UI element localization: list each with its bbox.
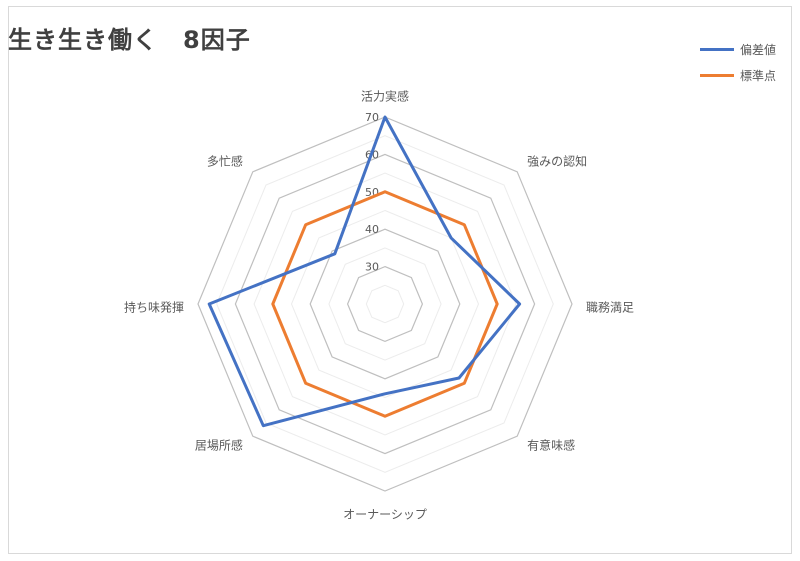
category-label-1: 活力実感 (361, 89, 409, 104)
grid-ring-70 (197, 116, 573, 492)
legend-swatch-series-1 (700, 47, 734, 51)
radial-tick-label: 40 (365, 223, 379, 236)
legend: 偏差値 標準点 (700, 36, 776, 88)
grid-ring-40 (309, 228, 461, 380)
legend-item-series-2: 標準点 (700, 62, 776, 88)
legend-swatch-series-2 (700, 73, 734, 77)
grid-ring-65 (216, 135, 554, 473)
grid-layer (197, 116, 573, 492)
series-line-1 (207, 115, 522, 428)
category-label-6: 居場所感 (195, 438, 243, 453)
category-label-3: 職務満足 (586, 301, 634, 315)
radial-tick-label: 30 (365, 261, 379, 274)
category-label-7: 持ち味発揮 (124, 300, 184, 315)
category-label-8: 多忙感 (207, 153, 243, 168)
grid-ring-25 (365, 284, 405, 324)
chart-title: 生き生き働く 8因子 (8, 26, 251, 54)
category-label-4: 有意味感 (527, 438, 575, 453)
category-label-2: 強みの認知 (527, 153, 587, 168)
legend-label-series-1: 偏差値 (740, 42, 777, 57)
legend-label-series-2: 標準点 (740, 68, 777, 83)
grid-ring-60 (234, 153, 536, 455)
series-layer (207, 115, 522, 428)
legend-item-series-1: 偏差値 (700, 36, 776, 62)
radial-tick-label: 70 (365, 111, 379, 124)
grid-ring-45 (290, 209, 480, 399)
chart-frame (8, 6, 792, 554)
category-label-5: オーナーシップ (343, 508, 427, 522)
grid-ring-30 (346, 265, 424, 343)
grid-ring-35 (328, 247, 442, 361)
series-line-2 (271, 190, 499, 418)
grid-ring-55 (253, 172, 517, 436)
